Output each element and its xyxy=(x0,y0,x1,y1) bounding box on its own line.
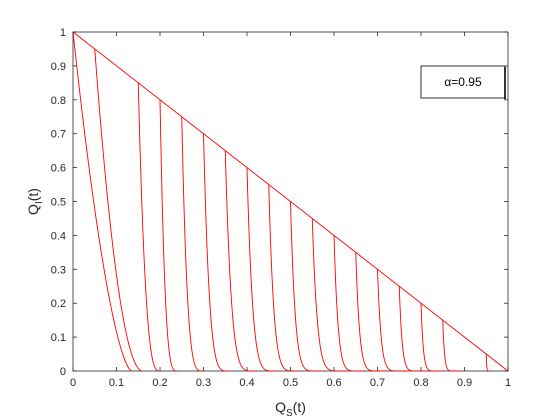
x-tick-label: 0.6 xyxy=(326,377,341,389)
x-tick-label: 0.5 xyxy=(283,377,298,389)
x-tick-label: 0.2 xyxy=(152,377,167,389)
x-tick-label: 0.1 xyxy=(109,377,124,389)
y-tick-label: 1 xyxy=(60,27,66,39)
trajectory-line xyxy=(355,252,387,372)
y-tick-label: 0.5 xyxy=(51,197,66,209)
x-tick-label: 0.7 xyxy=(370,377,385,389)
trajectory-line xyxy=(246,167,278,372)
trajectory-line xyxy=(377,269,408,372)
y-tick-label: 0.7 xyxy=(51,129,66,141)
trajectory-line xyxy=(311,218,348,372)
x-tick-label: 0.3 xyxy=(196,377,211,389)
x-tick-label: 0.9 xyxy=(457,377,472,389)
x-tick-label: 1 xyxy=(505,377,511,389)
trajectory-line xyxy=(224,150,256,372)
trajectory-line xyxy=(442,320,461,372)
y-tick-label: 0.2 xyxy=(51,298,66,310)
trajectory-line xyxy=(485,354,491,372)
trajectory-line xyxy=(137,82,160,372)
x-tick-label: 0.8 xyxy=(413,377,428,389)
trajectory-line xyxy=(159,99,178,372)
trajectory-line xyxy=(94,48,143,372)
trajectory-line xyxy=(420,303,443,372)
y-axis-label: QI(t) xyxy=(25,188,45,215)
ticks-layer: 0 0.1 0.2 0.3 0.4 0.5 0.6 0.7 0.8 0.9 1 0 0.1 0.2 0.3 0… xyxy=(51,27,511,389)
y-tick-label: 0.6 xyxy=(51,163,66,175)
trajectory-line xyxy=(268,184,300,372)
x-tick-label: 0 xyxy=(70,377,76,389)
trajectory-line xyxy=(203,133,230,372)
y-tick-label: 0.8 xyxy=(51,95,66,107)
x-tick-label: 0.4 xyxy=(239,377,254,389)
series-layer xyxy=(72,31,509,372)
y-tick-label: 0.4 xyxy=(51,230,66,242)
trajectory-line xyxy=(333,235,365,372)
x-axis-label: QS(t) xyxy=(275,399,306,419)
legend-box: α=0.95 xyxy=(420,65,506,99)
y-tick-label: 0 xyxy=(60,366,66,378)
y-tick-label: 0.3 xyxy=(51,264,66,276)
trajectory-line xyxy=(290,201,321,372)
trajectory-line xyxy=(72,31,132,372)
y-tick-label: 0.1 xyxy=(51,332,66,344)
y-tick-label: 0.9 xyxy=(51,61,66,73)
alpha-annotation: α=0.95 xyxy=(444,75,482,89)
legend-frame xyxy=(420,65,506,99)
trajectory-line xyxy=(181,116,204,372)
